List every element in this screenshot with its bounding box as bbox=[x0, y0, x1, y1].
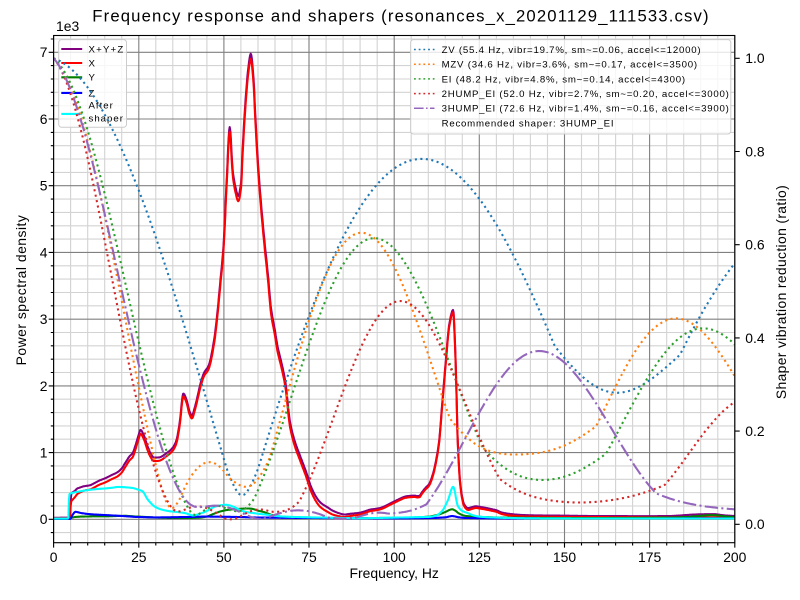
svg-text:Recommended shaper: 3HUMP_EI: Recommended shaper: 3HUMP_EI bbox=[442, 118, 615, 129]
svg-text:5: 5 bbox=[40, 178, 48, 194]
svg-text:shaper: shaper bbox=[89, 114, 124, 125]
svg-text:0.2: 0.2 bbox=[745, 423, 765, 439]
svg-text:1: 1 bbox=[40, 445, 48, 461]
svg-text:Z: Z bbox=[89, 88, 96, 99]
svg-text:After: After bbox=[89, 100, 114, 111]
svg-text:ZV (55.4 Hz, vibr=19.7%, sm~=0: ZV (55.4 Hz, vibr=19.7%, sm~=0.06, accel… bbox=[442, 45, 702, 56]
svg-text:0.4: 0.4 bbox=[745, 330, 765, 346]
svg-text:100: 100 bbox=[383, 549, 406, 565]
svg-text:0.8: 0.8 bbox=[745, 143, 765, 159]
svg-text:2: 2 bbox=[40, 378, 48, 394]
svg-text:0.0: 0.0 bbox=[745, 516, 765, 532]
svg-text:Frequency response and shapers: Frequency response and shapers (resonanc… bbox=[92, 7, 709, 26]
svg-text:6: 6 bbox=[40, 111, 48, 127]
svg-text:Y: Y bbox=[89, 73, 97, 84]
svg-text:EI (48.2 Hz, vibr=4.8%, sm~=0.: EI (48.2 Hz, vibr=4.8%, sm~=0.14, accel<… bbox=[442, 74, 686, 85]
svg-text:0.6: 0.6 bbox=[745, 237, 765, 253]
svg-text:2HUMP_EI (52.0 Hz, vibr=2.7%,: 2HUMP_EI (52.0 Hz, vibr=2.7%, sm~=0.20, … bbox=[442, 89, 730, 100]
svg-text:175: 175 bbox=[638, 549, 661, 565]
svg-text:75: 75 bbox=[301, 549, 317, 565]
svg-text:3HUMP_EI (72.6 Hz, vibr=1.4%,: 3HUMP_EI (72.6 Hz, vibr=1.4%, sm~=0.16, … bbox=[442, 104, 730, 115]
svg-text:X+Y+Z: X+Y+Z bbox=[89, 44, 125, 55]
svg-text:0: 0 bbox=[40, 511, 48, 527]
svg-text:MZV (34.6 Hz, vibr=3.6%, sm~=0: MZV (34.6 Hz, vibr=3.6%, sm~=0.17, accel… bbox=[442, 60, 698, 71]
svg-text:1e3: 1e3 bbox=[56, 18, 79, 34]
svg-text:X: X bbox=[89, 58, 97, 69]
svg-text:200: 200 bbox=[723, 549, 746, 565]
svg-text:25: 25 bbox=[131, 549, 147, 565]
svg-text:7: 7 bbox=[40, 44, 48, 60]
svg-text:3: 3 bbox=[40, 311, 48, 327]
svg-text:0: 0 bbox=[50, 549, 58, 565]
svg-text:1.0: 1.0 bbox=[745, 50, 765, 66]
svg-text:150: 150 bbox=[553, 549, 576, 565]
svg-text:125: 125 bbox=[468, 549, 491, 565]
svg-text:50: 50 bbox=[216, 549, 232, 565]
svg-text:Frequency, Hz: Frequency, Hz bbox=[350, 565, 439, 581]
svg-text:4: 4 bbox=[40, 244, 48, 260]
svg-text:Power spectral density: Power spectral density bbox=[13, 215, 29, 366]
svg-text:Shaper vibration reduction (ra: Shaper vibration reduction (ratio) bbox=[773, 185, 789, 399]
